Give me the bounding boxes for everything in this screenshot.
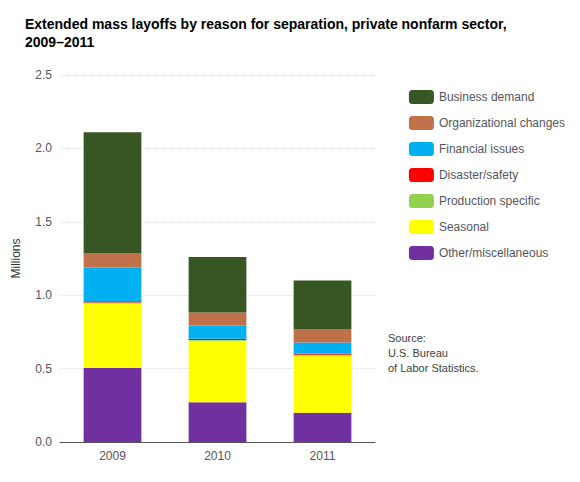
- svg-text:Organizational changes: Organizational changes: [439, 116, 565, 130]
- svg-text:of Labor Statistics.: of Labor Statistics.: [388, 362, 479, 374]
- svg-text:0.0: 0.0: [35, 435, 52, 449]
- svg-text:2010: 2010: [204, 449, 231, 463]
- svg-text:U.S. Bureau: U.S. Bureau: [388, 347, 448, 359]
- svg-text:1.0: 1.0: [35, 288, 52, 302]
- svg-text:2.5: 2.5: [35, 68, 52, 82]
- svg-text:Other/miscellaneous: Other/miscellaneous: [439, 246, 548, 260]
- svg-text:Millions: Millions: [9, 238, 23, 278]
- svg-text:2.0: 2.0: [35, 141, 52, 155]
- svg-text:Disaster/safety: Disaster/safety: [439, 168, 518, 182]
- svg-text:Seasonal: Seasonal: [439, 220, 489, 234]
- svg-text:Source:: Source:: [388, 332, 426, 344]
- svg-text:Production specific: Production specific: [439, 194, 540, 208]
- svg-text:Business demand: Business demand: [439, 90, 534, 104]
- svg-text:2009–2011: 2009–2011: [25, 34, 95, 50]
- svg-text:Financial issues: Financial issues: [439, 142, 524, 156]
- svg-text:2011: 2011: [310, 449, 336, 463]
- svg-text:2009: 2009: [99, 449, 126, 463]
- svg-text:0.5: 0.5: [35, 362, 52, 376]
- svg-text:Extended mass layoffs by reaso: Extended mass layoffs by reason for sepa…: [25, 16, 511, 32]
- svg-text:1.5: 1.5: [35, 215, 52, 229]
